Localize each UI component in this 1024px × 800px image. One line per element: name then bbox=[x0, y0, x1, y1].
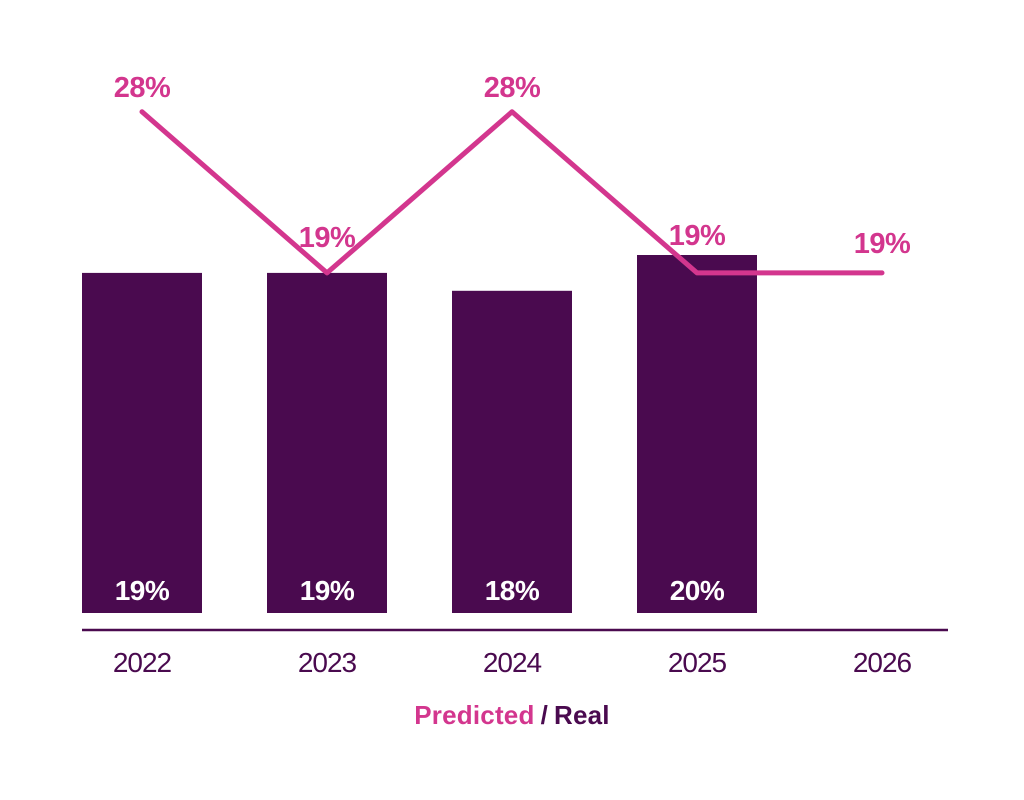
legend-separator: / bbox=[540, 700, 548, 730]
legend-real-label: Real bbox=[554, 700, 610, 730]
x-axis-tick-label: 2022 bbox=[113, 647, 172, 678]
line-value-label: 28% bbox=[484, 72, 541, 104]
chart-legend: Predicted / Real bbox=[0, 700, 1024, 731]
bar-2022 bbox=[82, 272, 202, 613]
line-value-label: 19% bbox=[299, 222, 356, 254]
bar-value-label: 18% bbox=[485, 575, 540, 606]
x-axis-tick-label: 2024 bbox=[483, 647, 542, 678]
x-axis-tick-label: 2026 bbox=[853, 647, 912, 678]
line-value-label: 19% bbox=[854, 228, 911, 260]
predicted-line bbox=[139, 109, 885, 276]
bar-2025 bbox=[637, 255, 757, 613]
line-value-label: 28% bbox=[114, 72, 171, 104]
bar-value-label: 19% bbox=[300, 575, 355, 606]
bar-2023 bbox=[267, 272, 387, 613]
x-axis-tick-label: 2023 bbox=[298, 647, 357, 678]
x-axis-tick-label: 2025 bbox=[668, 647, 727, 678]
bar-2024 bbox=[452, 290, 572, 613]
bar-value-label: 20% bbox=[670, 575, 725, 606]
line-value-label: 19% bbox=[669, 220, 726, 252]
legend-predicted-label: Predicted bbox=[414, 700, 535, 730]
bar-value-label: 19% bbox=[115, 575, 170, 606]
